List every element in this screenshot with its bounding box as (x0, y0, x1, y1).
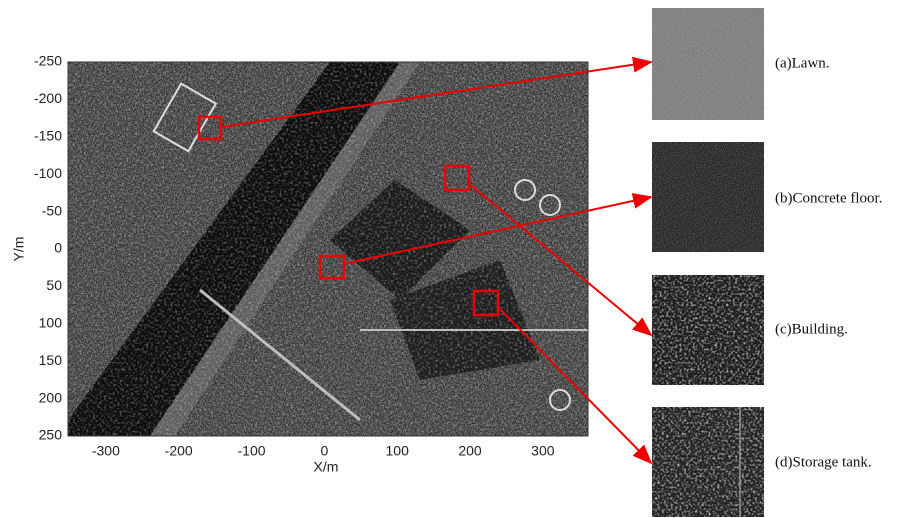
figure: -300 -200 -100 0 100 200 300 -250 -200 -150 -100 -5… (0, 0, 917, 518)
y-tick-label: 250 (39, 427, 63, 443)
patch-caption: (c)Building. (775, 321, 848, 337)
y-axis-label: Y/m (11, 237, 27, 262)
x-tick-label: -300 (92, 443, 120, 459)
patch-caption: (b)Concrete floor. (775, 190, 882, 206)
y-tick-label: -50 (42, 202, 62, 218)
y-tick-label: -100 (34, 165, 62, 181)
y-tick-label: 200 (39, 389, 63, 405)
x-tick-label: -200 (165, 443, 193, 459)
y-tick-label: 50 (46, 277, 62, 293)
y-tick-label: 150 (39, 352, 63, 368)
patch-caption: (a)Lawn. (775, 55, 830, 71)
insets (652, 8, 764, 517)
y-tick-label: -150 (34, 128, 62, 144)
sar-image (68, 62, 588, 436)
x-tick-label: 100 (386, 443, 410, 459)
y-tick-label: 0 (54, 240, 62, 256)
patch-caption: (d)Storage tank. (775, 454, 872, 470)
x-tick-label: 300 (531, 443, 555, 459)
x-tick-label: 0 (320, 443, 328, 459)
x-axis-label: X/m (314, 459, 339, 475)
y-tick-label: -200 (34, 90, 62, 106)
x-tick-label: -100 (238, 443, 266, 459)
y-tick-label: 100 (39, 315, 63, 331)
x-tick-label: 200 (458, 443, 482, 459)
y-tick-label: -250 (34, 53, 62, 69)
